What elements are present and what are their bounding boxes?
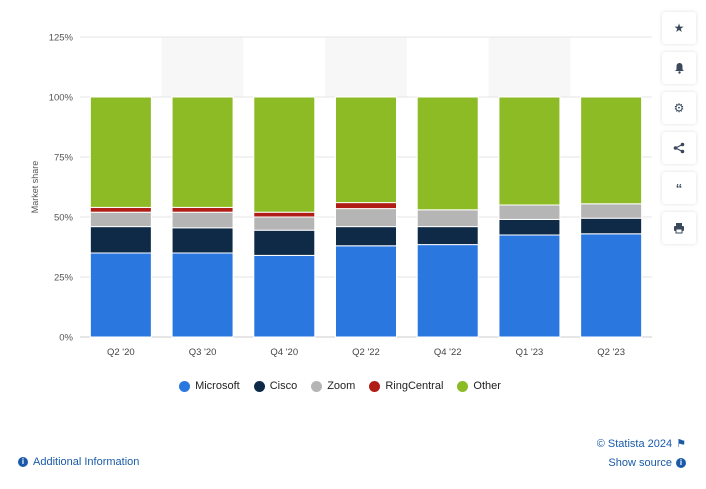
x-tick-label: Q2 '20 (107, 347, 135, 358)
show-source-label: Show source (608, 457, 672, 469)
bar-segment-cisco[interactable] (416, 226, 479, 246)
x-tick-label: Q2 '23 (597, 347, 625, 358)
y-tick-labels: 0% 25% 50% 75% 100% 125% (49, 33, 74, 344)
bar-segment-other[interactable] (171, 96, 234, 208)
additional-information-link[interactable]: i Additional Information (18, 456, 139, 468)
bar-segment-ringcentral[interactable] (335, 202, 397, 210)
legend-label-ringcentral: RingCentral (385, 380, 444, 392)
bar-segment-microsoft[interactable] (335, 245, 397, 338)
statista-credit[interactable]: © Statista 2024 ⚑ (596, 437, 686, 451)
bar-segment-ringcentral[interactable] (89, 206, 152, 213)
credit-text: © Statista 2024 (596, 437, 673, 450)
bell-icon (674, 63, 684, 74)
y-tick-label: 0% (59, 333, 73, 344)
flag-icon: ⚑ (676, 438, 686, 450)
bar-segment-microsoft[interactable] (171, 252, 234, 338)
additional-information-label: Additional Information (33, 456, 140, 468)
legend-swatch-microsoft (179, 380, 191, 392)
x-tick-label: Q1 '23 (516, 347, 544, 358)
bar-segment-zoom[interactable] (416, 209, 479, 228)
bar-segment-other[interactable] (580, 96, 643, 205)
bar-segment-cisco[interactable] (580, 217, 643, 235)
x-tick-label: Q4 '22 (434, 347, 462, 358)
bar-segment-zoom[interactable] (498, 204, 561, 220)
bar-segment-microsoft[interactable] (580, 233, 643, 338)
bar-segment-other[interactable] (89, 96, 152, 208)
favorite-button[interactable]: ★ (662, 12, 696, 44)
legend-label-other: Other (473, 380, 501, 392)
legend-item-ringcentral[interactable]: RingCentral (369, 380, 443, 392)
bar-segment-zoom[interactable] (89, 211, 152, 228)
chart-toolbar: ★ ⚙ “ (662, 12, 696, 252)
bar-segment-zoom[interactable] (580, 203, 643, 219)
bar-segment-zoom[interactable] (335, 208, 397, 228)
info-icon: i (18, 457, 28, 467)
bar-segment-other[interactable] (498, 96, 561, 206)
x-tick-labels: Q2 '20 Q3 '20 Q4 '20 Q2 '22 Q4 '22 Q1 '23 Q2 '… (107, 347, 625, 358)
gear-icon: ⚙ (673, 101, 685, 115)
bar-segment-cisco[interactable] (498, 218, 561, 236)
cite-button[interactable]: “ (662, 172, 696, 204)
legend-label-zoom: Zoom (327, 380, 356, 392)
legend: Microsoft Cisco Zoom RingCentral Other (0, 380, 680, 392)
y-tick-label: 125% (49, 33, 74, 44)
info-icon: i (676, 458, 686, 468)
legend-label-cisco: Cisco (269, 380, 298, 392)
share-icon (673, 142, 685, 154)
x-tick-label: Q4 '20 (270, 347, 298, 358)
bar-segment-microsoft[interactable] (416, 244, 479, 338)
bar-segment-microsoft[interactable] (498, 234, 561, 338)
x-tick-label: Q2 '22 (352, 347, 380, 358)
bar-segment-cisco[interactable] (171, 227, 234, 254)
print-button[interactable] (662, 212, 696, 244)
y-tick-label: 100% (49, 93, 74, 104)
legend-label-microsoft: Microsoft (195, 380, 240, 392)
bar-segment-other[interactable] (253, 96, 316, 213)
bar-segment-microsoft[interactable] (89, 252, 152, 338)
bar-segment-microsoft[interactable] (253, 254, 316, 338)
background-band (488, 37, 571, 97)
bar-segment-ringcentral[interactable] (171, 206, 234, 213)
legend-swatch-ringcentral (369, 380, 381, 392)
background-band (325, 37, 407, 97)
legend-swatch-other (457, 380, 469, 392)
bar-segment-ringcentral[interactable] (253, 211, 316, 218)
show-source-link[interactable]: Show source i (608, 457, 686, 469)
bars (89, 96, 643, 338)
y-axis-title: Market share (30, 161, 40, 214)
bar-segment-other[interactable] (416, 96, 479, 211)
legend-item-microsoft[interactable]: Microsoft (179, 380, 240, 392)
y-tick-label: 50% (54, 213, 74, 224)
legend-item-cisco[interactable]: Cisco (253, 380, 298, 392)
bar-segment-zoom[interactable] (253, 216, 316, 231)
quote-icon: “ (675, 180, 683, 196)
x-tick-label: Q3 '20 (189, 347, 217, 358)
bar-segment-cisco[interactable] (253, 229, 316, 256)
settings-button[interactable]: ⚙ (662, 92, 696, 124)
legend-item-other[interactable]: Other (457, 380, 501, 392)
bar-segment-zoom[interactable] (171, 211, 234, 229)
background-bands (161, 37, 571, 97)
bar-segment-cisco[interactable] (89, 226, 152, 254)
share-button[interactable] (662, 132, 696, 164)
star-icon: ★ (673, 21, 685, 35)
background-band (161, 37, 244, 97)
print-icon (674, 223, 684, 234)
y-tick-label: 25% (54, 273, 74, 284)
legend-swatch-cisco (253, 380, 265, 392)
notification-button[interactable] (662, 52, 696, 84)
legend-swatch-zoom (311, 380, 323, 392)
bar-segment-cisco[interactable] (335, 226, 397, 247)
bar-segment-other[interactable] (335, 96, 397, 204)
y-tick-label: 75% (54, 153, 74, 164)
legend-item-zoom[interactable]: Zoom (311, 380, 355, 392)
